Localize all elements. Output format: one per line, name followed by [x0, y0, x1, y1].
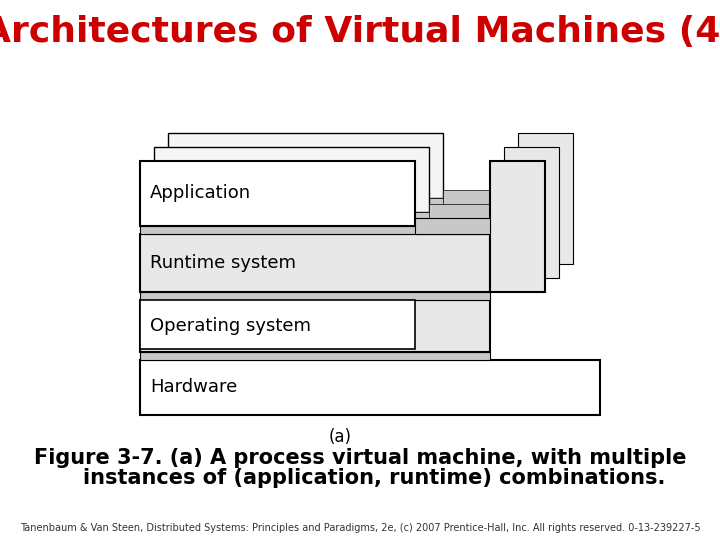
Text: Application: Application: [150, 185, 251, 202]
Bar: [168, 206, 518, 264]
Bar: [140, 300, 490, 352]
Text: instances of (application, runtime) combinations.: instances of (application, runtime) comb…: [54, 468, 666, 488]
Bar: [504, 147, 559, 278]
Bar: [140, 352, 490, 360]
Bar: [154, 147, 429, 212]
Bar: [168, 133, 443, 198]
Bar: [140, 234, 490, 292]
Bar: [168, 198, 518, 206]
Bar: [154, 212, 504, 220]
Bar: [140, 292, 490, 300]
Bar: [429, 204, 504, 220]
Text: Architectures of Virtual Machines (4): Architectures of Virtual Machines (4): [0, 15, 720, 49]
Text: (a): (a): [328, 428, 351, 446]
Bar: [518, 133, 573, 264]
Bar: [140, 226, 490, 234]
Bar: [140, 360, 600, 415]
Bar: [140, 300, 415, 349]
Bar: [154, 220, 504, 278]
Text: Runtime system: Runtime system: [150, 254, 296, 272]
Text: Hardware: Hardware: [150, 379, 238, 396]
Bar: [443, 190, 518, 206]
Text: Operating system: Operating system: [150, 317, 311, 335]
Bar: [490, 161, 545, 292]
Text: Figure 3-7. (a) A process virtual machine, with multiple: Figure 3-7. (a) A process virtual machin…: [34, 448, 686, 468]
Text: Tanenbaum & Van Steen, Distributed Systems: Principles and Paradigms, 2e, (c) 20: Tanenbaum & Van Steen, Distributed Syste…: [19, 523, 701, 533]
Bar: [415, 218, 490, 234]
Bar: [140, 161, 415, 226]
